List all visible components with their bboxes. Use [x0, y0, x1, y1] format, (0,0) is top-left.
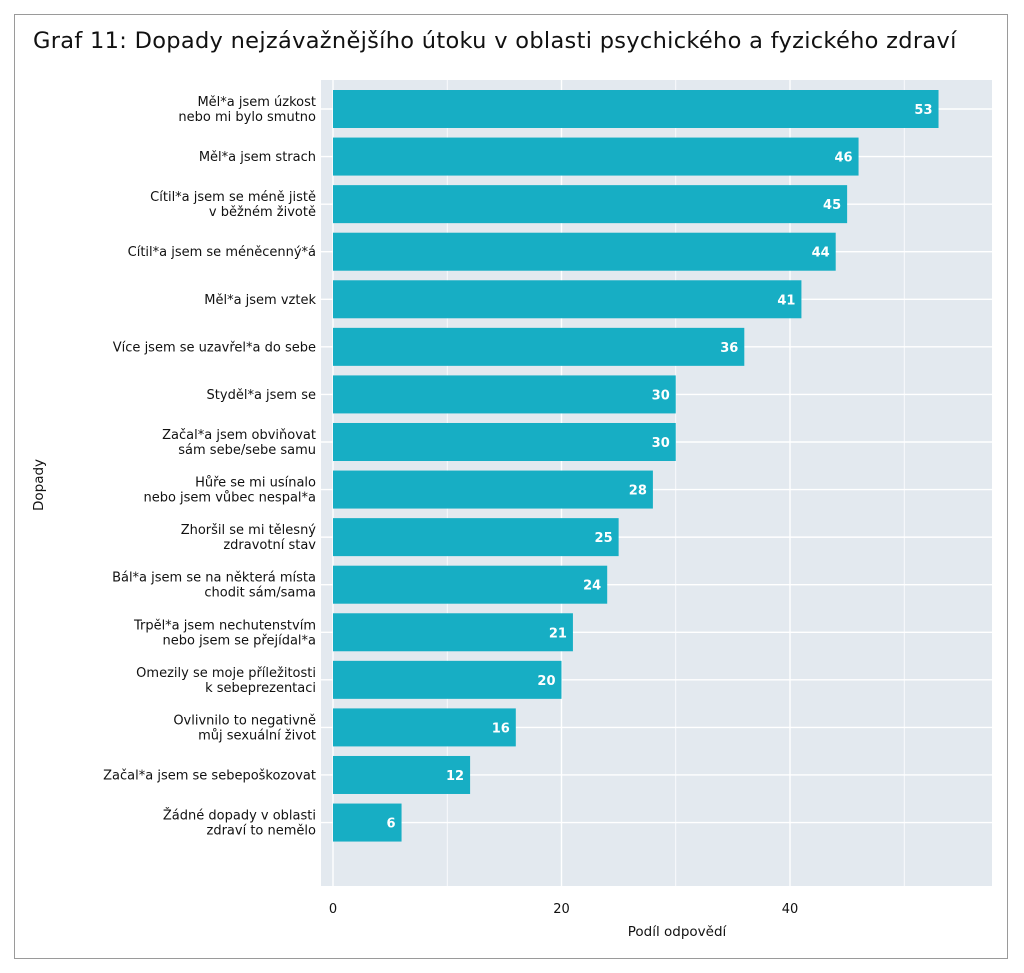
value-label: 20	[537, 674, 555, 689]
value-label: 30	[652, 436, 670, 451]
category-label: Začal*a jsem se sebepoškozovat	[103, 768, 316, 783]
category-label: Měl*a jsem úzkost	[197, 95, 316, 110]
category-label: nebo mi bylo smutno	[178, 110, 316, 125]
bar	[333, 755, 471, 794]
bar	[333, 327, 745, 366]
bar	[333, 232, 836, 271]
bar	[333, 803, 402, 842]
category-label: k sebeprezentaci	[205, 681, 316, 696]
category-label: můj sexuální život	[198, 728, 316, 743]
category-label: zdravotní stav	[223, 538, 316, 553]
category-label: Cítil*a jsem se méněcenný*á	[128, 245, 316, 260]
chart-frame	[14, 14, 1008, 959]
category-label: zdraví to nemělo	[207, 824, 317, 839]
bar	[333, 660, 562, 699]
bar	[333, 422, 676, 461]
bar	[333, 708, 516, 747]
category-label: nebo jsem se přejídal*a	[163, 633, 317, 648]
category-label: Styděl*a jsem se	[207, 388, 316, 403]
chart-title: Graf 11: Dopady nejzávažnějšího útoku v …	[33, 28, 957, 54]
y-axis-title: Dopady	[31, 459, 47, 511]
x-tick-label: 20	[553, 902, 570, 917]
bar	[333, 518, 619, 557]
category-label: Cítil*a jsem se méně jistě	[150, 190, 316, 205]
bar	[333, 90, 939, 128]
bar	[333, 137, 859, 176]
value-label: 45	[823, 198, 841, 213]
value-label: 46	[834, 151, 852, 166]
value-label: 12	[446, 769, 464, 784]
value-label: 41	[777, 293, 795, 308]
category-label: Zhoršil se mi tělesný	[181, 523, 317, 538]
value-label: 44	[812, 246, 830, 261]
value-label: 28	[629, 484, 647, 499]
category-label: nebo jsem vůbec nespal*a	[143, 491, 316, 506]
value-label: 53	[914, 103, 932, 118]
category-label: chodit sám/sama	[204, 586, 316, 601]
bar	[333, 470, 653, 509]
category-label: Více jsem se uzavřel*a do sebe	[113, 340, 316, 355]
x-tick-label: 0	[329, 902, 337, 917]
value-label: 24	[583, 579, 601, 594]
category-label: Bál*a jsem se na některá místa	[112, 571, 316, 586]
category-label: Začal*a jsem obviňovat	[162, 428, 316, 443]
category-label: sám sebe/sebe samu	[178, 443, 316, 458]
category-label: Trpěl*a jsem nechutenstvím	[133, 618, 316, 633]
bar	[333, 565, 608, 604]
value-label: 6	[387, 817, 396, 832]
x-tick-label: 40	[782, 902, 799, 917]
value-label: 36	[720, 341, 738, 356]
category-label: Měl*a jsem vztek	[204, 293, 316, 308]
category-label: Hůře se mi usínalo	[195, 476, 316, 491]
value-label: 16	[492, 721, 510, 736]
category-label: Omezily se moje příležitosti	[136, 666, 316, 681]
bar	[333, 375, 676, 414]
category-label: Žádné dopady v oblasti	[163, 808, 316, 824]
category-label: Měl*a jsem strach	[199, 150, 316, 165]
bar	[333, 185, 848, 224]
value-label: 25	[595, 531, 613, 546]
category-label: Ovlivnilo to negativně	[173, 713, 316, 728]
category-label: v běžném životě	[209, 205, 316, 220]
bar	[333, 280, 802, 319]
x-axis-title: Podíl odpovědí	[628, 924, 728, 940]
value-label: 30	[652, 388, 670, 403]
value-label: 21	[549, 626, 567, 641]
bar	[333, 613, 573, 652]
